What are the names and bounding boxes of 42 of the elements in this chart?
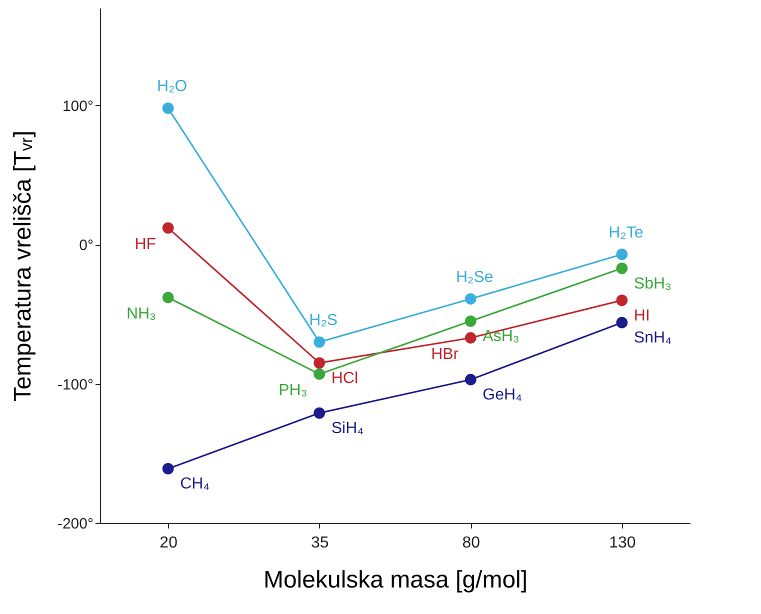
point — [162, 292, 174, 304]
annotation: SiH₄ — [331, 420, 364, 438]
annotation: H₂O — [156, 78, 188, 96]
annotation: HBr — [431, 346, 460, 363]
annotation: HCl — [331, 370, 358, 387]
annotation: H₂S — [309, 312, 338, 330]
y-axis-title: Temperatura vrelišča [Tᵥᵣ] — [9, 130, 36, 402]
annotation: GeH₄ — [482, 386, 522, 404]
point — [314, 368, 326, 380]
point — [162, 102, 174, 114]
annotation: PH₃ — [278, 382, 308, 400]
annotation: SbH₃ — [634, 275, 672, 292]
point — [314, 357, 326, 369]
annotation: AsH₃ — [482, 328, 520, 346]
y-tick-label: 0° — [79, 237, 94, 254]
x-tick-label: 80 — [462, 534, 480, 552]
y-tick-label: -200° — [57, 516, 94, 532]
point — [616, 262, 628, 274]
point — [616, 248, 628, 260]
annotation: SnH₄ — [634, 330, 672, 347]
point — [464, 315, 476, 327]
point — [616, 294, 628, 306]
annotation: NH₃ — [126, 306, 156, 323]
x-axis-title: Molekulska masa [g/mol] — [263, 566, 528, 594]
point — [464, 374, 476, 386]
annotation: HI — [634, 307, 650, 324]
y-tick-label: -100° — [57, 376, 94, 394]
point — [162, 222, 174, 234]
y-tick-label: 100° — [62, 98, 94, 115]
point — [616, 316, 628, 328]
point — [464, 332, 476, 344]
annotation: H₂Te — [608, 224, 644, 242]
point — [314, 407, 326, 419]
x-tick-label: 35 — [310, 534, 329, 552]
x-tick-label: 130 — [609, 534, 636, 552]
annotation: H₂Se — [456, 268, 494, 286]
point — [162, 463, 174, 474]
point — [314, 336, 326, 348]
annotation: CH₄ — [180, 476, 210, 493]
point — [464, 293, 476, 305]
x-tick-label: 20 — [160, 534, 178, 552]
annotation: HF — [134, 236, 156, 253]
